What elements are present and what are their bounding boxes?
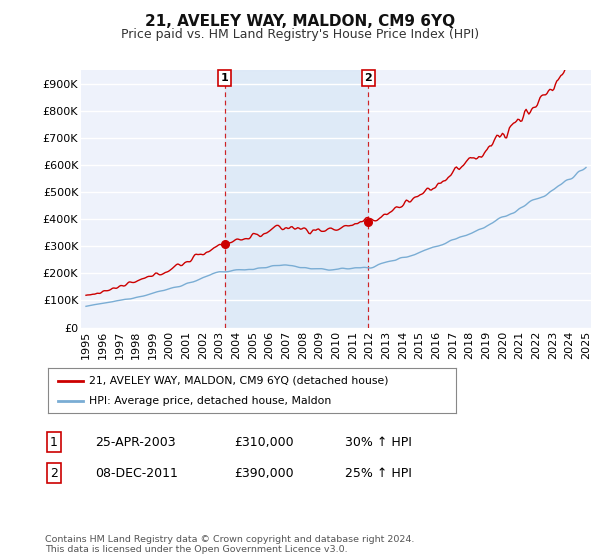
Text: 21, AVELEY WAY, MALDON, CM9 6YQ (detached house): 21, AVELEY WAY, MALDON, CM9 6YQ (detache… bbox=[89, 376, 388, 386]
Bar bbox=[224, 70, 368, 328]
Text: 1: 1 bbox=[221, 73, 229, 83]
Text: Price paid vs. HM Land Registry's House Price Index (HPI): Price paid vs. HM Land Registry's House … bbox=[121, 28, 479, 41]
Text: 30% ↑ HPI: 30% ↑ HPI bbox=[345, 436, 412, 449]
Text: 2: 2 bbox=[50, 466, 58, 480]
Text: 21, AVELEY WAY, MALDON, CM9 6YQ: 21, AVELEY WAY, MALDON, CM9 6YQ bbox=[145, 14, 455, 29]
Text: 25-APR-2003: 25-APR-2003 bbox=[95, 436, 175, 449]
Text: 1: 1 bbox=[50, 436, 58, 449]
Text: Contains HM Land Registry data © Crown copyright and database right 2024.
This d: Contains HM Land Registry data © Crown c… bbox=[45, 535, 415, 554]
Text: £390,000: £390,000 bbox=[234, 466, 293, 480]
Text: HPI: Average price, detached house, Maldon: HPI: Average price, detached house, Mald… bbox=[89, 396, 331, 406]
Text: 25% ↑ HPI: 25% ↑ HPI bbox=[345, 466, 412, 480]
Text: £310,000: £310,000 bbox=[234, 436, 293, 449]
Text: 08-DEC-2011: 08-DEC-2011 bbox=[95, 466, 178, 480]
Text: 2: 2 bbox=[364, 73, 372, 83]
